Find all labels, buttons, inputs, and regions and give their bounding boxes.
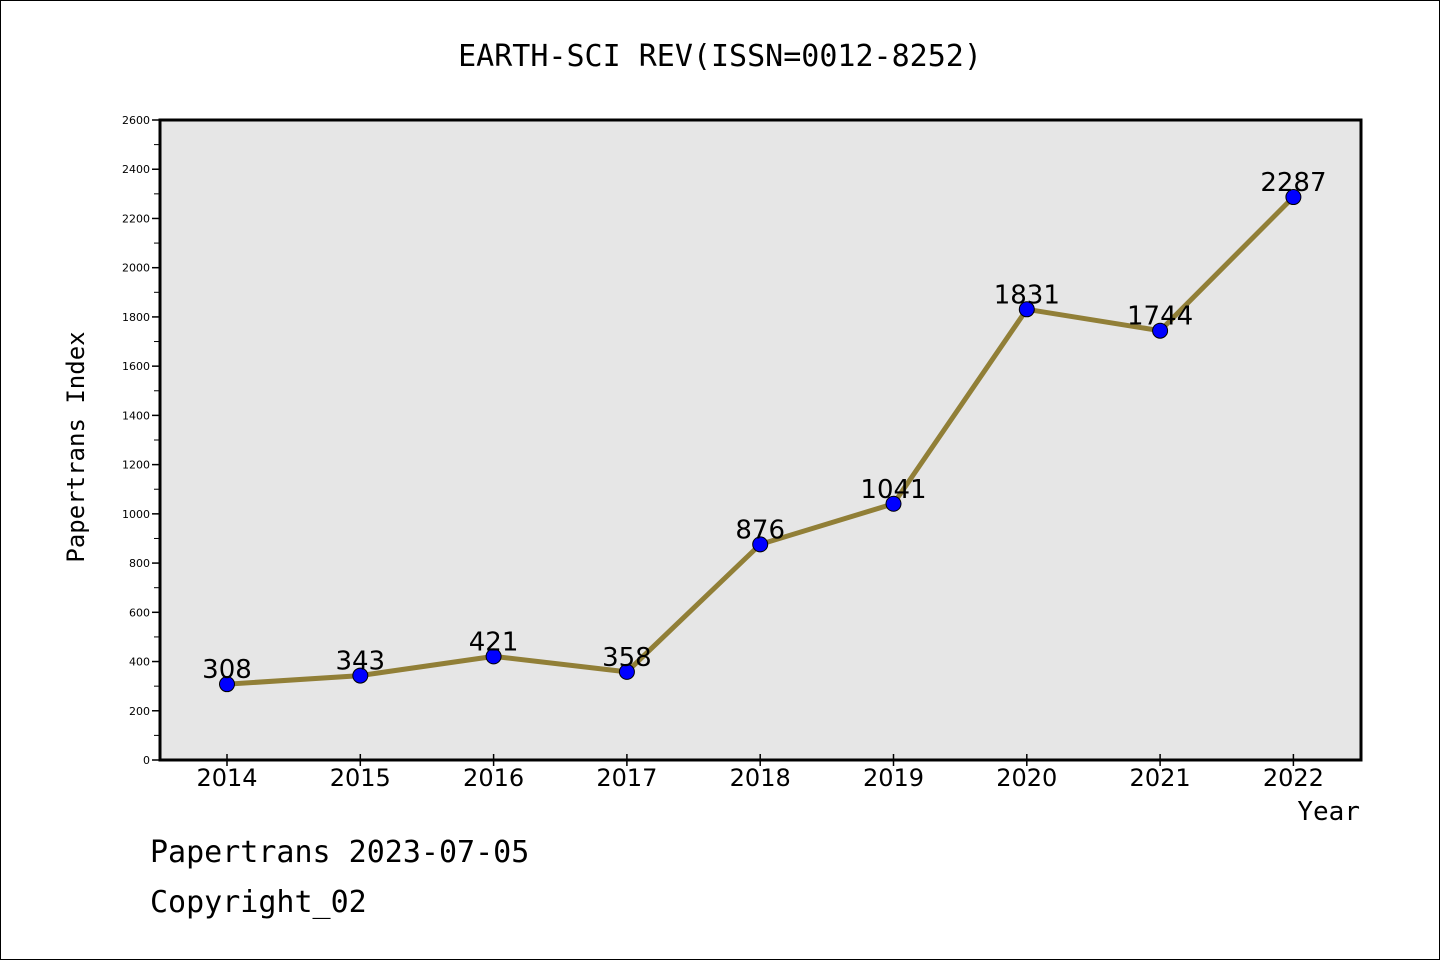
y-tick-label: 2400 <box>122 163 150 176</box>
y-tick-label: 2600 <box>122 114 150 127</box>
data-point <box>752 536 769 553</box>
x-tick-label: 2022 <box>1263 764 1324 792</box>
data-point <box>1018 301 1035 318</box>
data-label: 1744 <box>1127 302 1193 332</box>
y-tick-label: 1400 <box>122 409 150 422</box>
data-label: 358 <box>602 643 652 673</box>
y-tick-label: 200 <box>129 705 150 718</box>
y-tick-label: 1200 <box>122 459 150 472</box>
x-tick-label: 2019 <box>863 764 924 792</box>
y-tick-label: 600 <box>129 606 150 619</box>
footer-date: Papertrans 2023-07-05 <box>150 835 530 870</box>
data-point <box>1285 189 1302 206</box>
y-axis-label: Papertrans Index <box>62 331 90 562</box>
y-axis: 0 200 400 600 800 1000 1200 1400 1600 1800 2000 220… <box>122 114 160 767</box>
x-axis-label: Year <box>1297 797 1360 827</box>
data-point <box>618 663 635 680</box>
x-tick-label: 2020 <box>996 764 1057 792</box>
x-tick-label: 2018 <box>730 764 791 792</box>
x-tick-label: 2021 <box>1130 764 1191 792</box>
y-tick-label: 0 <box>143 754 150 767</box>
y-tick-label: 400 <box>129 656 150 669</box>
data-label: 876 <box>735 515 785 545</box>
footer-copyright: Copyright_02 <box>150 885 367 920</box>
x-axis: 2014 2015 2016 2017 2018 2019 2020 2021 2022 <box>196 754 1324 792</box>
y-tick-label: 1800 <box>122 311 150 324</box>
data-label: 2287 <box>1260 168 1326 198</box>
x-tick-label: 2015 <box>330 764 391 792</box>
data-label: 343 <box>335 647 385 677</box>
x-tick-label: 2016 <box>463 764 524 792</box>
plot-area <box>158 118 1363 762</box>
data-point <box>485 648 502 665</box>
data-point <box>219 676 235 693</box>
data-point <box>1152 322 1169 339</box>
data-label: 1831 <box>994 280 1060 310</box>
data-label: 1041 <box>860 475 926 505</box>
x-tick-label: 2014 <box>196 764 257 792</box>
y-tick-label: 800 <box>129 557 150 570</box>
data-markers <box>219 189 1302 693</box>
y-tick-label: 2200 <box>122 212 150 225</box>
data-labels: 308 343 421 358 876 1041 1831 1744 2287 <box>202 168 1326 685</box>
chart-title: EARTH-SCI REV(ISSN=0012-8252) <box>458 39 982 74</box>
data-point <box>885 495 902 512</box>
y-tick-label: 2000 <box>122 262 150 275</box>
x-tick-label: 2017 <box>596 764 657 792</box>
data-label: 421 <box>469 627 519 657</box>
y-tick-label: 1000 <box>122 508 150 521</box>
y-tick-label: 1600 <box>122 360 150 373</box>
data-label: 308 <box>202 655 252 685</box>
data-point <box>352 667 369 684</box>
